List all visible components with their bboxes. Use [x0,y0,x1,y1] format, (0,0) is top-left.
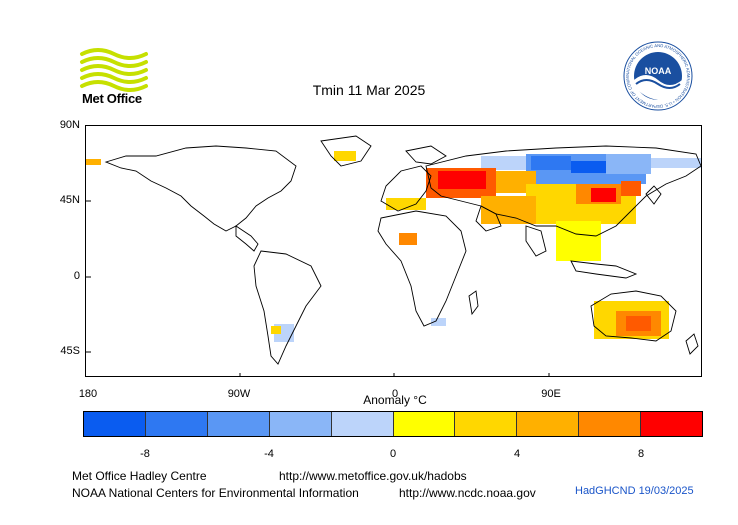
madagascar [468,290,479,316]
colorbar-tick: -8 [140,448,150,460]
colorbar-cell [579,412,642,436]
anomaly-region-alaska [86,159,101,165]
colorbar-cell [517,412,580,436]
arabia [475,205,502,232]
africa [377,210,467,327]
japan [645,185,662,205]
south-america [253,250,322,365]
anomaly-region-russia-core [438,171,486,189]
anomaly-region-siberia-core [531,156,571,170]
scandinavia [405,145,447,165]
world-map [86,135,701,376]
noaa-text: NOAA [645,66,672,76]
lat-label-90n: 90N [59,119,80,131]
australia [590,290,677,342]
colorbar-cell [84,412,146,436]
met-office-logo [80,48,148,92]
europe [380,165,432,212]
greenland [320,135,372,167]
lon-label-180: 180 [78,388,98,400]
footer-source-metoffice: Met Office Hadley Centre [72,469,207,483]
dataset-date: HadGHCND 19/03/2025 [575,485,694,497]
footer-url-noaa[interactable]: http://www.ncdc.noaa.gov [399,486,536,500]
lon-label-90e: 90E [541,388,561,400]
colorbar-tick: 0 [389,448,397,460]
new-zealand [685,333,699,355]
lon-label-90w: 90W [227,388,251,400]
noaa-logo: NOAA NATIONAL OCEANIC AND ATMOSPHERIC AD… [622,40,693,111]
map-frame [85,125,702,377]
anomaly-layer [86,151,701,342]
map-title: Tmin 11 Mar 2025 [312,82,426,98]
map-ticks [86,200,550,376]
lat-label-45s: 45S [60,345,80,357]
colorbar-tick: -4 [264,448,274,460]
anomaly-region-w-europe [386,198,426,210]
anomaly-region-middle-east [481,196,536,224]
lat-label-45n: 45N [59,194,80,206]
land-outlines [104,135,701,365]
colorbar [83,411,703,437]
colorbar-cell [393,412,456,436]
anomaly-region-east-siberia [606,154,651,174]
anomaly-region-manchuria [621,181,641,196]
anomaly-region-greenland [334,151,356,161]
anomaly-region-w-africa [399,233,417,245]
met-office-name: Met Office [82,91,142,106]
anomaly-region-s-america-warm [271,326,281,334]
anomaly-region-nw-russia [481,156,526,170]
anomaly-region-australia-core [626,316,651,331]
colorbar-cell [207,412,270,436]
asia [425,145,701,237]
central-america [235,225,259,252]
colorbar-cell [641,412,703,436]
indonesia [570,260,638,279]
colorbar-tick: 4 [513,448,521,460]
anomaly-region-far-east [651,158,701,168]
anomaly-region-mongolia-core [591,188,616,202]
lon-label-0: 0 [391,388,399,400]
north-america [104,145,297,232]
footer-source-noaa: NOAA National Centers for Environmental … [72,486,359,500]
footer-url-metoffice[interactable]: http://www.metoffice.gov.uk/hadobs [279,469,467,483]
colorbar-tick: 8 [637,448,645,460]
anomaly-region-se-asia [556,221,601,261]
lat-label-0: 0 [73,270,80,282]
colorbar-cell [145,412,208,436]
colorbar-cell [455,412,518,436]
colorbar-cell [269,412,332,436]
india [525,225,547,257]
anomaly-region-siberia-deep [571,161,606,173]
colorbar-label: Anomaly °C [363,393,427,407]
colorbar-cell [331,412,394,436]
anomaly-region-s-africa [431,318,446,326]
